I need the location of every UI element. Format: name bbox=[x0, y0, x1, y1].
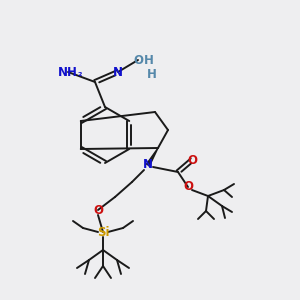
Text: O: O bbox=[93, 203, 103, 217]
Text: NH: NH bbox=[58, 65, 78, 79]
Text: O: O bbox=[133, 53, 143, 67]
Text: Si: Si bbox=[97, 226, 109, 238]
Text: N: N bbox=[143, 158, 153, 172]
Text: H: H bbox=[144, 53, 154, 67]
Text: O: O bbox=[183, 181, 193, 194]
Polygon shape bbox=[146, 148, 158, 166]
Text: N: N bbox=[113, 65, 123, 79]
Text: ₂: ₂ bbox=[78, 68, 82, 78]
Text: O: O bbox=[187, 154, 197, 166]
Text: H: H bbox=[147, 68, 157, 82]
